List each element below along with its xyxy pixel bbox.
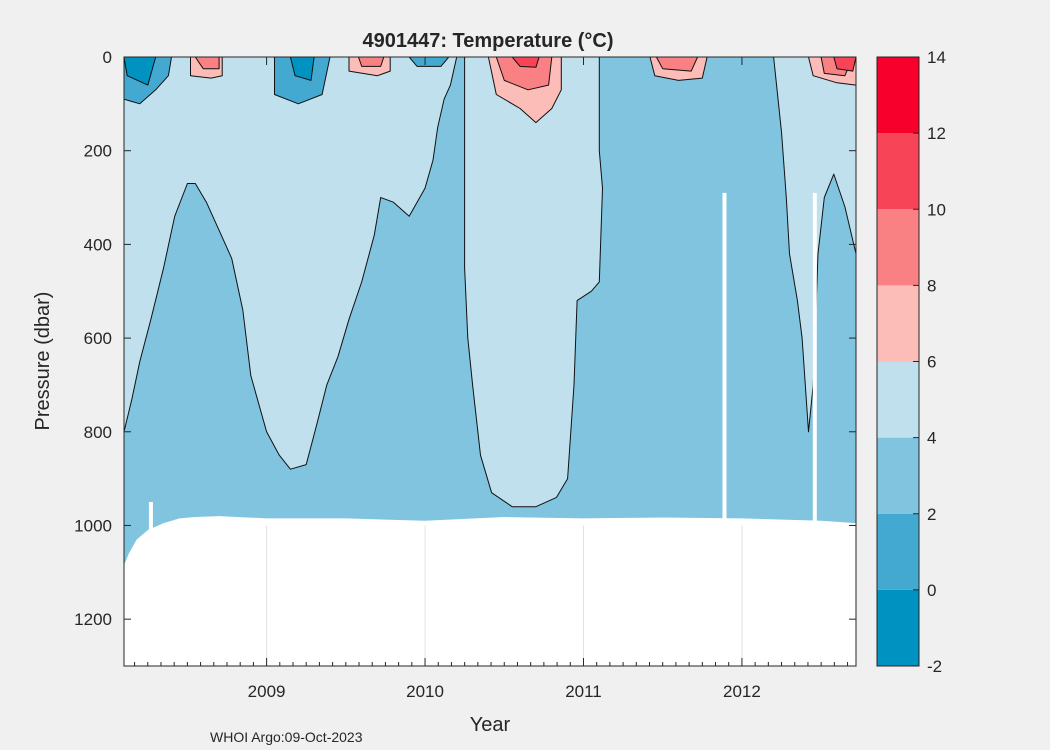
colorbar-segment [877, 589, 919, 666]
band-10-12-region [833, 57, 856, 72]
colorbar-segment [877, 133, 919, 210]
band-8-10-region [358, 57, 385, 67]
no-data-gap [148, 502, 153, 666]
colorbar-tick-label: 14 [927, 48, 946, 67]
x-tick-label: 2012 [723, 682, 761, 701]
credit-text: WHOI Argo:09-Oct-2023 [210, 729, 363, 745]
colorbar-tick-label: 2 [927, 505, 936, 524]
band-4-6-region [124, 57, 458, 470]
colorbar-segment [877, 57, 919, 134]
y-axis-label: Pressure (dbar) [32, 292, 54, 431]
colorbar-tick-label: -2 [927, 657, 942, 676]
chart-title: 4901447: Temperature (°C) [362, 30, 613, 52]
x-tick-label: 2011 [565, 682, 602, 701]
band-m2-0-region [124, 57, 157, 86]
colorbar: -2 0 2 4 6 8 10 12 14 [876, 48, 946, 676]
y-tick-label: 0 [103, 48, 112, 67]
y-tick-label: 1200 [74, 610, 112, 629]
colorbar-tick-label: 10 [927, 200, 946, 219]
colorbar-tick-label: 6 [927, 353, 936, 372]
colorbar-segment [877, 285, 919, 362]
colorbar-segment [877, 209, 919, 286]
no-data-gap [722, 192, 727, 666]
y-tick-label: 400 [84, 235, 112, 254]
y-tick-label: 600 [84, 329, 112, 348]
band-8-10-region [495, 57, 553, 91]
band-8-10-region [655, 57, 699, 72]
colorbar-tick-label: 8 [927, 276, 936, 295]
x-tick-label: 2010 [406, 682, 444, 701]
band-0-2-region [274, 57, 331, 105]
band-m2-0-region [289, 57, 315, 81]
y-axis: 0 200 400 600 800 1000 1200 [74, 48, 856, 629]
y-tick-label: 1000 [74, 516, 112, 535]
y-tick-label: 200 [84, 142, 112, 161]
plot-area [123, 56, 857, 667]
colorbar-segment [877, 437, 919, 514]
band-4-6-region [464, 57, 603, 508]
band-0-2-region [408, 57, 450, 67]
colorbar-tick-label: 12 [927, 124, 946, 143]
x-axis: 2009 2010 2011 2012 [134, 57, 849, 701]
colorbar-tick-label: 0 [927, 581, 936, 600]
colorbar-segment [877, 361, 919, 438]
no-data-mask [124, 192, 856, 666]
axes-box [123, 56, 857, 667]
band-10-12-region [511, 57, 540, 68]
colorbar-tick-label: 4 [927, 429, 936, 448]
band-8-10-region [194, 57, 220, 70]
colorbar-segment [877, 513, 919, 590]
no-data-gap [812, 192, 817, 666]
no-data-bottom [124, 516, 856, 666]
y-tick-label: 800 [84, 423, 112, 442]
x-axis-label: Year [470, 714, 511, 736]
x-tick-label: 2009 [248, 682, 286, 701]
